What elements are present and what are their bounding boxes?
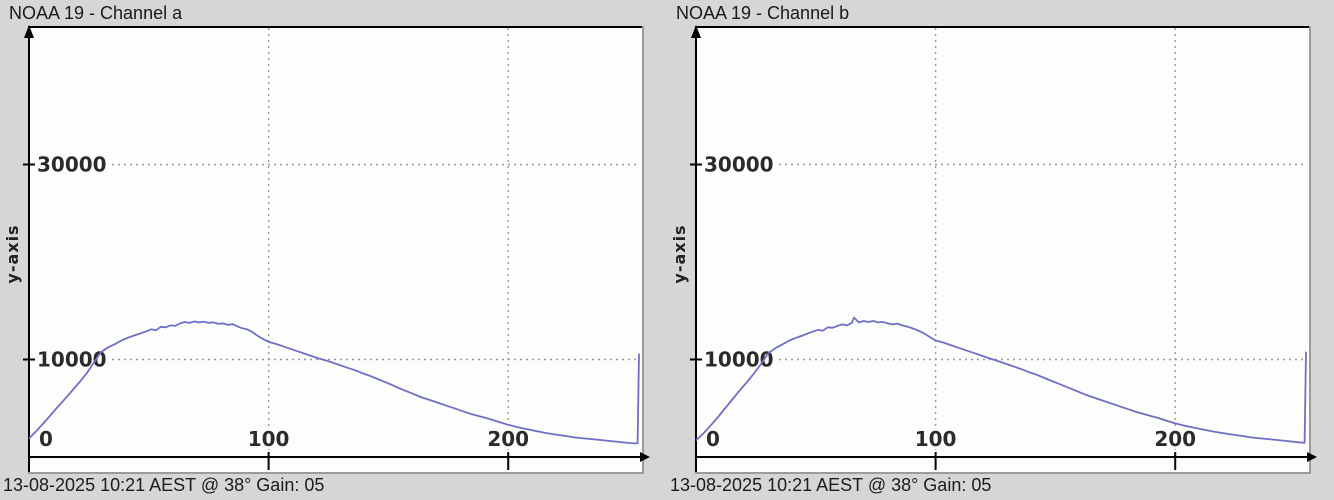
x-tick-label: 200 [487, 427, 529, 451]
y-axis-label: y-axis [3, 224, 22, 284]
timestamp-caption: 13-08-2025 10:21 AEST @ 38° Gain: 05 [3, 475, 325, 495]
x-tick-label-bg [703, 429, 723, 449]
y-tick-label: 30000 [704, 153, 774, 177]
y-axis-arrow-icon [24, 25, 34, 38]
histogram-panel-channel-b: NOAA 19 - Channel b y-axis 10000 30000 0 10… [667, 0, 1334, 500]
histogram-plot: 10000 30000 0 100 200 [690, 25, 1317, 474]
x-tick-label-bg [913, 429, 959, 449]
chart-title: NOAA 19 - Channel b [676, 3, 850, 23]
y-axis-arrow-icon [691, 25, 701, 38]
x-tick-label-bg [246, 429, 292, 449]
x-axis-arrow-icon [640, 452, 650, 462]
x-tick-label: 200 [1154, 427, 1196, 451]
chart-title: NOAA 19 - Channel a [9, 3, 183, 23]
x-tick-label: 100 [915, 427, 957, 451]
x-tick-label-bg [485, 429, 531, 449]
x-axis-arrow-icon [1307, 452, 1317, 462]
y-axis-label: y-axis [670, 224, 689, 284]
x-tick-label: 0 [706, 427, 720, 451]
histogram-curve [28, 320, 640, 445]
x-tick-label-bg [1152, 429, 1198, 449]
x-tick-label: 0 [39, 427, 53, 451]
plot-background [28, 26, 642, 472]
plot-background [695, 26, 1309, 472]
histogram-panel-channel-a: NOAA 19 - Channel a y-axis 10000 30000 0 10… [3, 3, 650, 495]
timestamp-caption: 13-08-2025 10:21 AEST @ 38° Gain: 05 [670, 475, 992, 495]
y-tick-label: 30000 [37, 153, 107, 177]
x-tick-label-bg [36, 429, 56, 449]
histogram-curve [695, 316, 1307, 444]
y-tick-label: 10000 [704, 348, 774, 372]
x-tick-label: 100 [248, 427, 290, 451]
